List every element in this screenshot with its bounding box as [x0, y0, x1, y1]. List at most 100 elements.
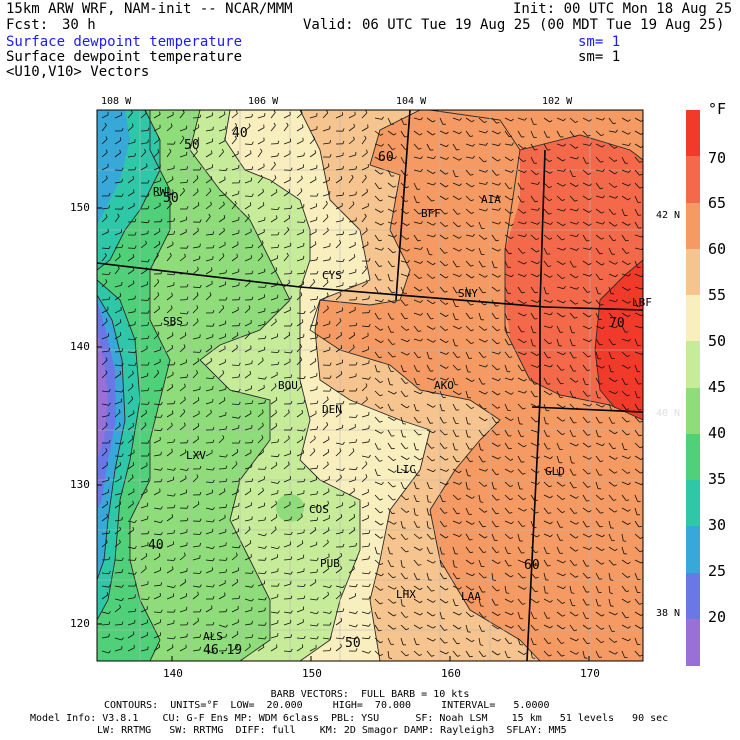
wind-barb-flag — [432, 625, 436, 629]
wind-barb — [452, 182, 460, 187]
wind-barb-flag — [171, 514, 174, 518]
fcst-label: Fcst: — [6, 17, 49, 33]
wind-barb — [244, 427, 252, 431]
wind-barb — [582, 221, 590, 226]
wind-barb-flag — [588, 119, 592, 122]
wind-barb — [140, 221, 149, 224]
wind-barb — [426, 507, 429, 515]
wind-barb — [582, 364, 588, 371]
wind-barb — [634, 455, 642, 460]
wind-barb — [595, 117, 603, 121]
wind-barb-flag — [639, 603, 643, 605]
wind-barb — [296, 312, 305, 314]
wind-barb — [504, 442, 510, 450]
wind-barb — [465, 221, 472, 228]
wind-barb — [530, 637, 534, 645]
wind-barb — [257, 377, 265, 380]
wind-barb — [114, 442, 122, 445]
wind-barb-flag — [471, 379, 475, 382]
wind-barb — [478, 143, 486, 146]
wind-barb — [205, 492, 213, 496]
wind-barb-flag — [562, 223, 566, 227]
wind-barb-flag — [329, 375, 332, 379]
wind-barb — [595, 273, 601, 280]
wind-barb — [270, 208, 279, 210]
wind-barb-flag — [432, 262, 436, 266]
wind-barb-flag — [342, 140, 345, 144]
wind-barb — [348, 595, 356, 600]
wind-barb-flag — [522, 407, 526, 410]
wind-barb-flag — [275, 514, 278, 518]
wind-barb-flag — [484, 275, 488, 278]
wind-barb-flag — [197, 266, 199, 270]
wind-barb-flag — [523, 652, 527, 656]
wind-barb — [101, 152, 108, 158]
wind-barb — [309, 529, 316, 535]
wind-barb — [621, 286, 629, 291]
wind-barb-flag — [456, 512, 460, 515]
wind-barb — [166, 441, 174, 444]
wind-barb — [426, 208, 434, 213]
wind-barb — [621, 390, 628, 397]
wind-barb-flag — [147, 193, 150, 197]
wind-barb — [530, 650, 533, 658]
wind-barb — [127, 351, 136, 354]
wind-barb — [153, 361, 161, 366]
contour-label: 50 — [163, 191, 179, 206]
wind-barb-flag — [173, 439, 175, 443]
wind-barb-flag — [547, 356, 551, 359]
wind-barb-flag — [132, 526, 135, 531]
wind-barb-flag — [393, 587, 397, 590]
wind-barb-flag — [445, 237, 449, 240]
wind-barb-flag — [523, 587, 527, 590]
wind-barb — [283, 309, 291, 314]
wind-barb — [244, 452, 252, 457]
wind-barb — [413, 416, 419, 423]
wind-barb — [361, 177, 367, 184]
wind-barb-flag — [262, 487, 264, 491]
wind-barb-flag — [614, 379, 618, 383]
wind-barb — [192, 204, 200, 210]
wind-barb — [179, 219, 187, 223]
wind-barb-flag — [368, 635, 371, 639]
wind-barb-flag — [627, 522, 631, 525]
wind-barb — [608, 221, 615, 227]
wind-barb — [608, 650, 616, 655]
wind-barb-flag — [172, 566, 174, 570]
wind-barb-flag — [601, 548, 605, 551]
wind-barb-flag — [132, 422, 135, 427]
wind-barb — [543, 299, 551, 303]
wind-barb — [569, 273, 577, 279]
wind-barb — [621, 637, 629, 642]
wind-barb — [634, 169, 640, 176]
wind-barb — [452, 481, 460, 485]
wind-barb-flag — [171, 422, 173, 426]
wind-barb-flag — [197, 227, 199, 231]
wind-barb-flag — [524, 352, 527, 356]
wind-barb — [634, 520, 640, 528]
wind-barb-flag — [446, 651, 449, 655]
wind-barb-flag — [260, 174, 263, 178]
wind-barb — [257, 338, 266, 340]
wind-barb-flag — [574, 316, 578, 319]
wind-barb-flag — [614, 471, 618, 474]
wind-barb-flag — [134, 519, 137, 523]
wind-barb-flag — [549, 392, 553, 396]
wind-barb-flag — [366, 396, 368, 400]
wind-barb — [153, 584, 162, 587]
wind-barb — [634, 546, 641, 553]
wind-barb — [296, 231, 304, 236]
wind-barb-flag — [146, 163, 148, 167]
wind-barb — [244, 490, 252, 496]
wind-barb-flag — [562, 601, 566, 604]
wind-barb — [361, 455, 369, 458]
wind-barb-flag — [160, 532, 163, 535]
wind-barb — [296, 570, 304, 574]
wind-barb-flag — [496, 342, 500, 345]
wind-barb-flag — [612, 239, 617, 242]
wind-barb — [270, 177, 277, 184]
wind-barb-flag — [236, 332, 239, 336]
wind-barb-flag — [601, 562, 605, 565]
wind-barb — [465, 208, 472, 214]
wind-barb-flag — [186, 206, 189, 210]
